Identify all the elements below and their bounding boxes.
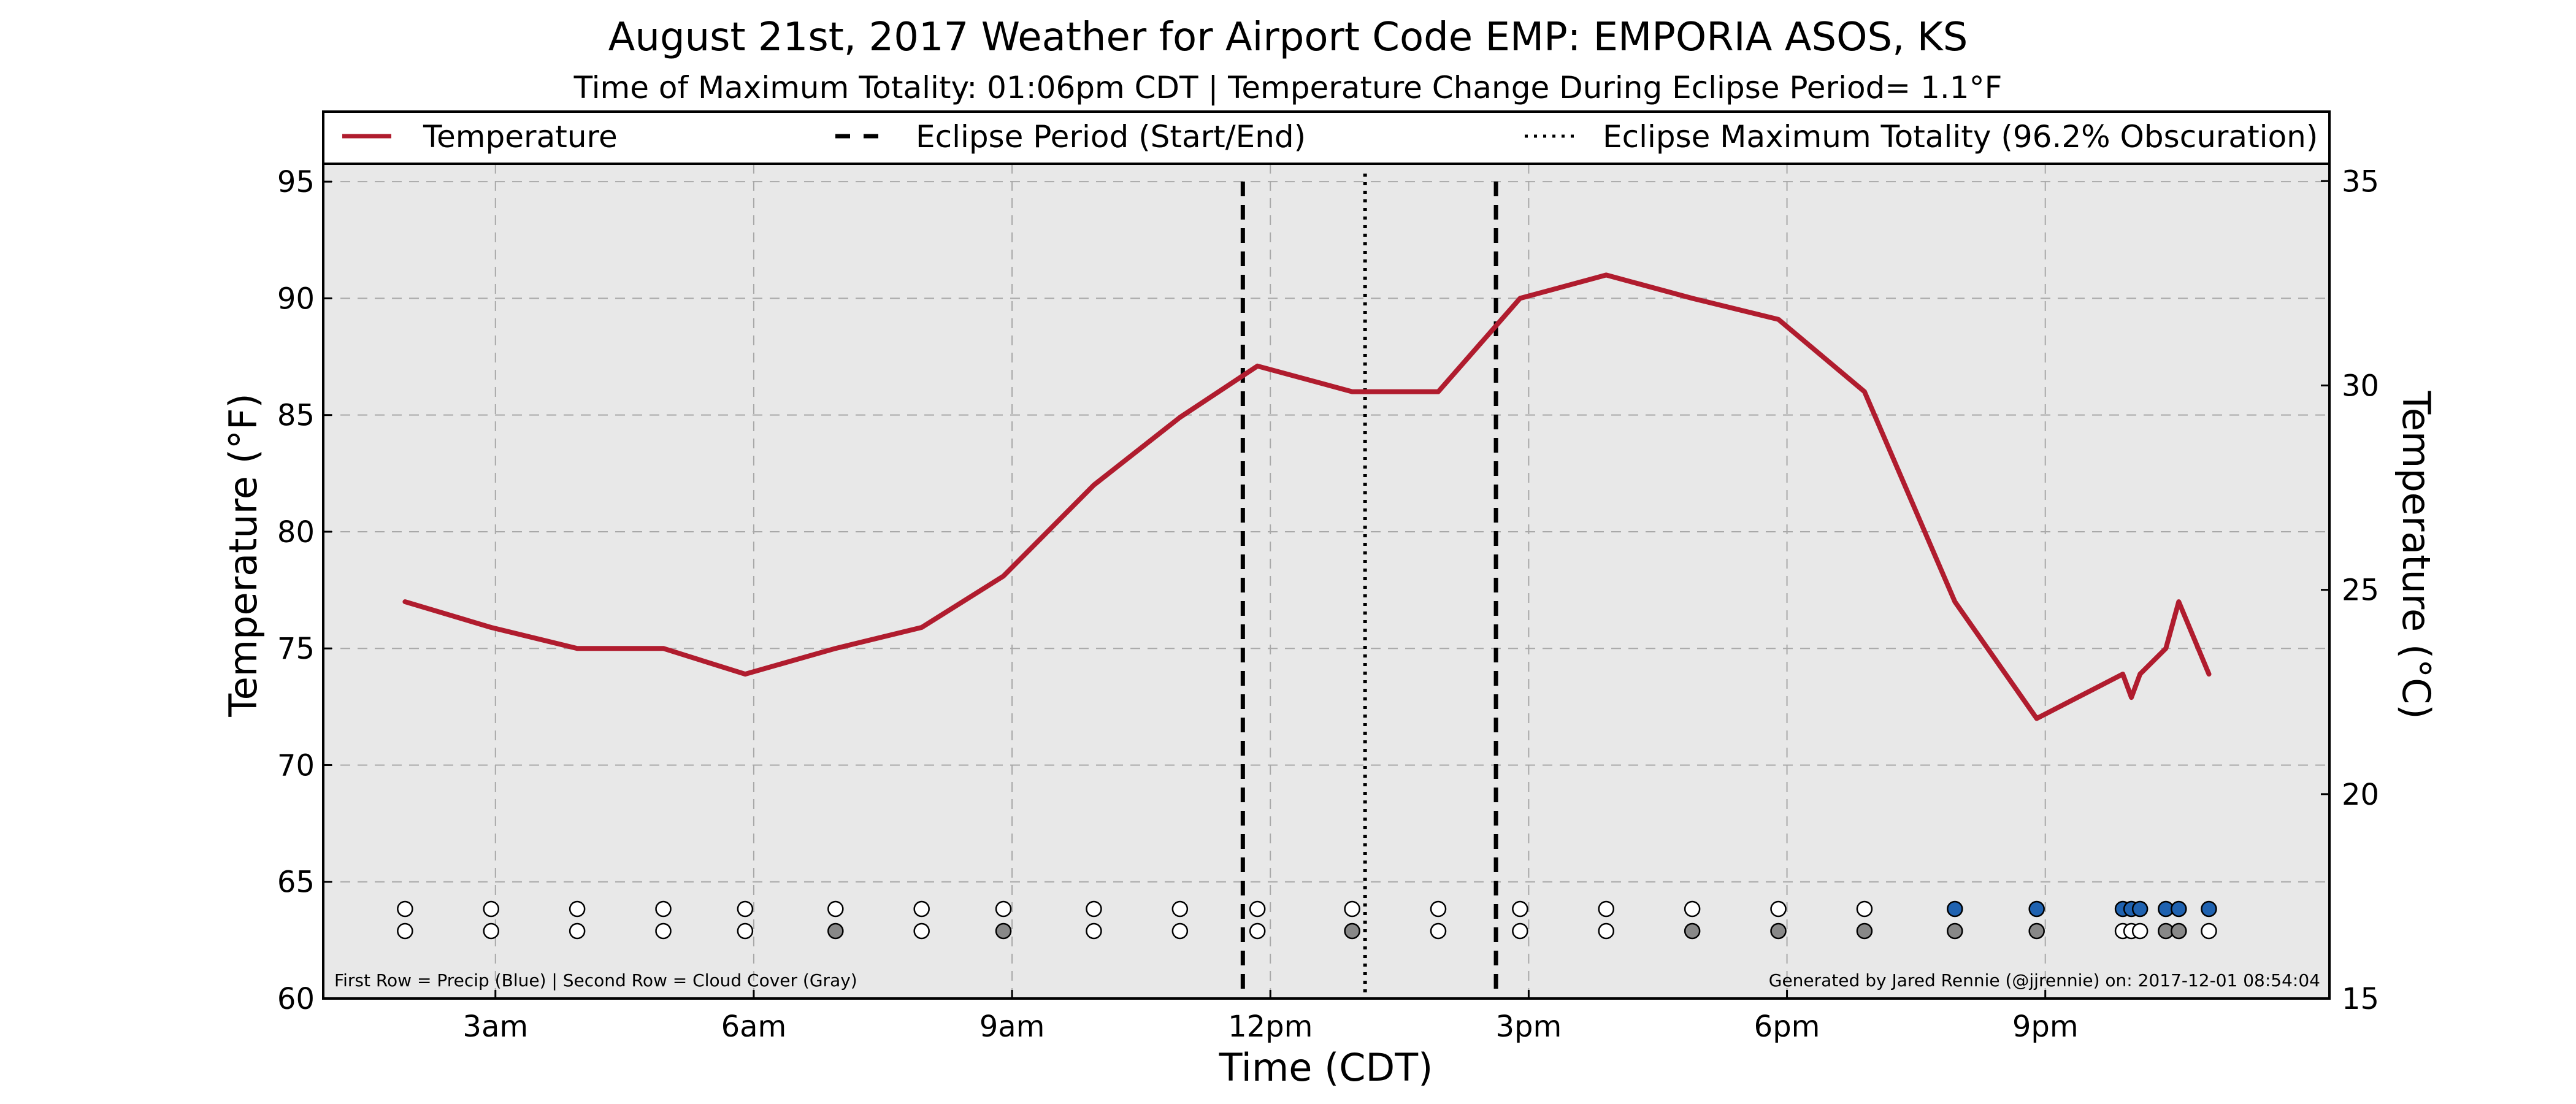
cloud-cover-marker [827, 922, 844, 940]
cloud-cover-marker [1512, 922, 1528, 940]
y-right-tick-label: 25 [2342, 573, 2379, 608]
y-axis-right-label: Temperature (°C) [2394, 390, 2439, 719]
precip-marker [1249, 900, 1266, 918]
precip-marker [1171, 900, 1189, 918]
precip-marker [2201, 900, 2217, 918]
cloud-cover-marker [2131, 922, 2149, 940]
precip-marker [827, 900, 844, 918]
eclipse-lines [1240, 174, 1498, 999]
precip-marker [1430, 900, 1447, 918]
cloud-cover-marker [1684, 922, 1701, 940]
y-axis-left-ticks: 60 65 70 75 80 85 90 95 [277, 165, 332, 1016]
observation-markers [397, 900, 2217, 940]
cloud-cover-marker [483, 922, 500, 940]
precip-marker [1512, 900, 1528, 918]
y-tick-label: 90 [277, 282, 315, 316]
precip-marker [1344, 900, 1360, 918]
x-axis-label: Time (CDT) [1219, 1045, 1433, 1090]
cloud-cover-marker [995, 922, 1012, 940]
y-tick-label: 75 [277, 632, 315, 666]
cloud-cover-marker [655, 922, 672, 940]
precip-marker [1947, 900, 1963, 918]
precip-marker [397, 900, 413, 918]
y-right-tick-label: 20 [2342, 778, 2379, 812]
x-tick-label: 12pm [1228, 1010, 1313, 1044]
cloud-cover-marker [2171, 922, 2187, 940]
y-tick-label: 80 [277, 515, 315, 550]
precip-marker [2171, 900, 2187, 918]
cloud-cover-marker [737, 922, 754, 940]
temperature-line [402, 272, 2212, 721]
chart-title: August 21st, 2017 Weather for Airport Co… [608, 15, 1968, 60]
footnote-right: Generated by Jared Rennie (@jjrennie) on… [1769, 970, 2320, 991]
y-tick-label: 85 [277, 399, 315, 433]
y-axis-left-label: Temperature (°F) [221, 393, 266, 717]
cloud-cover-marker [2028, 922, 2045, 940]
cloud-cover-marker [1344, 922, 1360, 940]
x-tick-label: 3am [462, 1010, 528, 1044]
y-tick-label: 95 [277, 165, 315, 199]
x-tick-label: 3pm [1496, 1010, 1562, 1044]
plot-area [323, 164, 2329, 999]
grid-layer [323, 164, 2329, 999]
precip-marker [1856, 900, 1873, 918]
precip-marker [737, 900, 754, 918]
precip-marker [1770, 900, 1787, 918]
y-right-tick-label: 15 [2342, 982, 2379, 1016]
y-tick-label: 70 [277, 748, 315, 783]
x-tick-label: 6am [721, 1010, 787, 1044]
precip-marker [1598, 900, 1615, 918]
y-right-tick-label: 35 [2342, 164, 2379, 199]
cloud-cover-marker [2201, 922, 2217, 940]
precip-marker [2028, 900, 2045, 918]
cloud-cover-marker [569, 922, 586, 940]
legend-label-eclipse-period: Eclipse Period (Start/End) [916, 119, 1306, 155]
cloud-cover-marker [1770, 922, 1787, 940]
footnote-left: First Row = Precip (Blue) | Second Row =… [334, 970, 857, 991]
precip-marker [913, 900, 930, 918]
cloud-cover-marker [1086, 922, 1102, 940]
precip-marker [569, 900, 586, 918]
cloud-cover-marker [1249, 922, 1266, 940]
precip-marker [995, 900, 1012, 918]
precip-marker [483, 900, 500, 918]
legend-label-max-totality: Eclipse Maximum Totality (96.2% Obscurat… [1603, 119, 2318, 155]
y-right-tick-label: 30 [2342, 369, 2379, 403]
legend: Temperature Eclipse Period (Start/End) E… [342, 119, 2318, 155]
legend-box [322, 110, 2331, 165]
y-tick-label: 65 [277, 865, 315, 900]
cloud-cover-marker [1598, 922, 1615, 940]
cloud-cover-marker [1947, 922, 1963, 940]
y-tick-label: 60 [277, 982, 315, 1016]
cloud-cover-marker [1856, 922, 1873, 940]
precip-marker [1684, 900, 1701, 918]
cloud-cover-marker [1171, 922, 1189, 940]
x-tick-label: 9am [979, 1010, 1045, 1044]
cloud-cover-marker [397, 922, 413, 940]
chart-subtitle: Time of Maximum Totality: 01:06pm CDT | … [573, 70, 2003, 105]
x-tick-label: 9pm [2012, 1010, 2079, 1044]
x-tick-label: 6pm [1754, 1010, 1820, 1044]
precip-marker [2131, 900, 2149, 918]
cloud-cover-marker [1430, 922, 1447, 940]
legend-label-temperature: Temperature [423, 119, 618, 155]
precip-marker [655, 900, 672, 918]
series-layer [402, 272, 2212, 721]
cloud-cover-marker [913, 922, 930, 940]
x-axis-ticks: 3am 6am 9am 12pm 3pm 6pm 9pm [462, 990, 2079, 1044]
precip-marker [1086, 900, 1102, 918]
y-axis-right-ticks: 15 20 25 30 35 [2321, 164, 2379, 1016]
